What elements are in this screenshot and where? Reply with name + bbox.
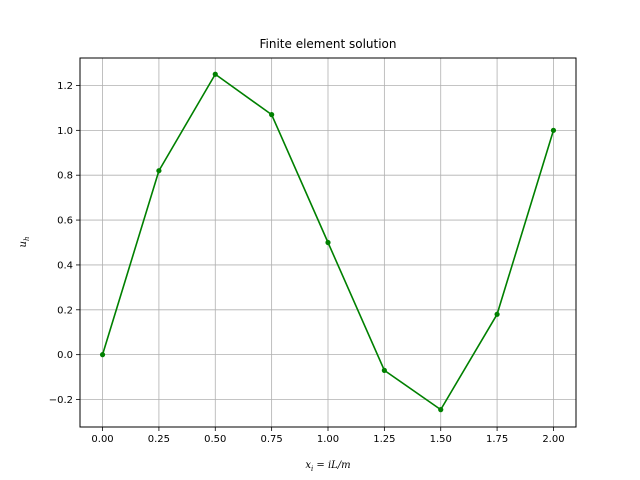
data-point bbox=[325, 239, 331, 246]
data-point bbox=[99, 352, 106, 358]
x-tick-label: 0.00 bbox=[91, 434, 113, 445]
y-tick-label: 0.0 bbox=[57, 350, 73, 361]
x-tick-label: 1.75 bbox=[486, 434, 508, 445]
y-tick-label: 0.4 bbox=[57, 260, 73, 271]
x-tick-label: 1.50 bbox=[430, 434, 452, 445]
x-tick-label: 0.75 bbox=[261, 434, 283, 445]
y-tick-label: 0.2 bbox=[57, 305, 73, 316]
x-tick-label: 1.00 bbox=[317, 434, 339, 445]
x-tick-label: 0.25 bbox=[148, 434, 170, 445]
y-tick-label: −0.2 bbox=[49, 395, 73, 406]
x-tick-label: 2.00 bbox=[542, 434, 564, 445]
data-point bbox=[212, 71, 218, 77]
data-point bbox=[550, 127, 557, 133]
data-point bbox=[494, 311, 500, 317]
y-tick-label: 0.8 bbox=[57, 171, 73, 182]
chart-title: Finite element solution bbox=[259, 37, 396, 51]
series-layer bbox=[99, 71, 557, 413]
data-point bbox=[156, 168, 162, 174]
data-point bbox=[438, 407, 444, 413]
x-axis-label: xi = iL/m bbox=[305, 460, 350, 473]
data-point bbox=[381, 367, 387, 373]
data-point bbox=[269, 112, 275, 118]
x-tick-label: 0.50 bbox=[204, 434, 226, 445]
y-tick-label: 0.6 bbox=[57, 216, 73, 227]
y-axis-label: uh bbox=[18, 237, 31, 248]
y-tick-label: 1.0 bbox=[57, 126, 73, 137]
y-tick-label: 1.2 bbox=[57, 81, 73, 92]
ticks: 0.00 0.25 0.50 0.75 1.00 1.25 1.50 1.75 2.00 −0.2… bbox=[49, 81, 565, 445]
x-tick-label: 1.25 bbox=[373, 434, 395, 445]
grid bbox=[80, 58, 576, 427]
